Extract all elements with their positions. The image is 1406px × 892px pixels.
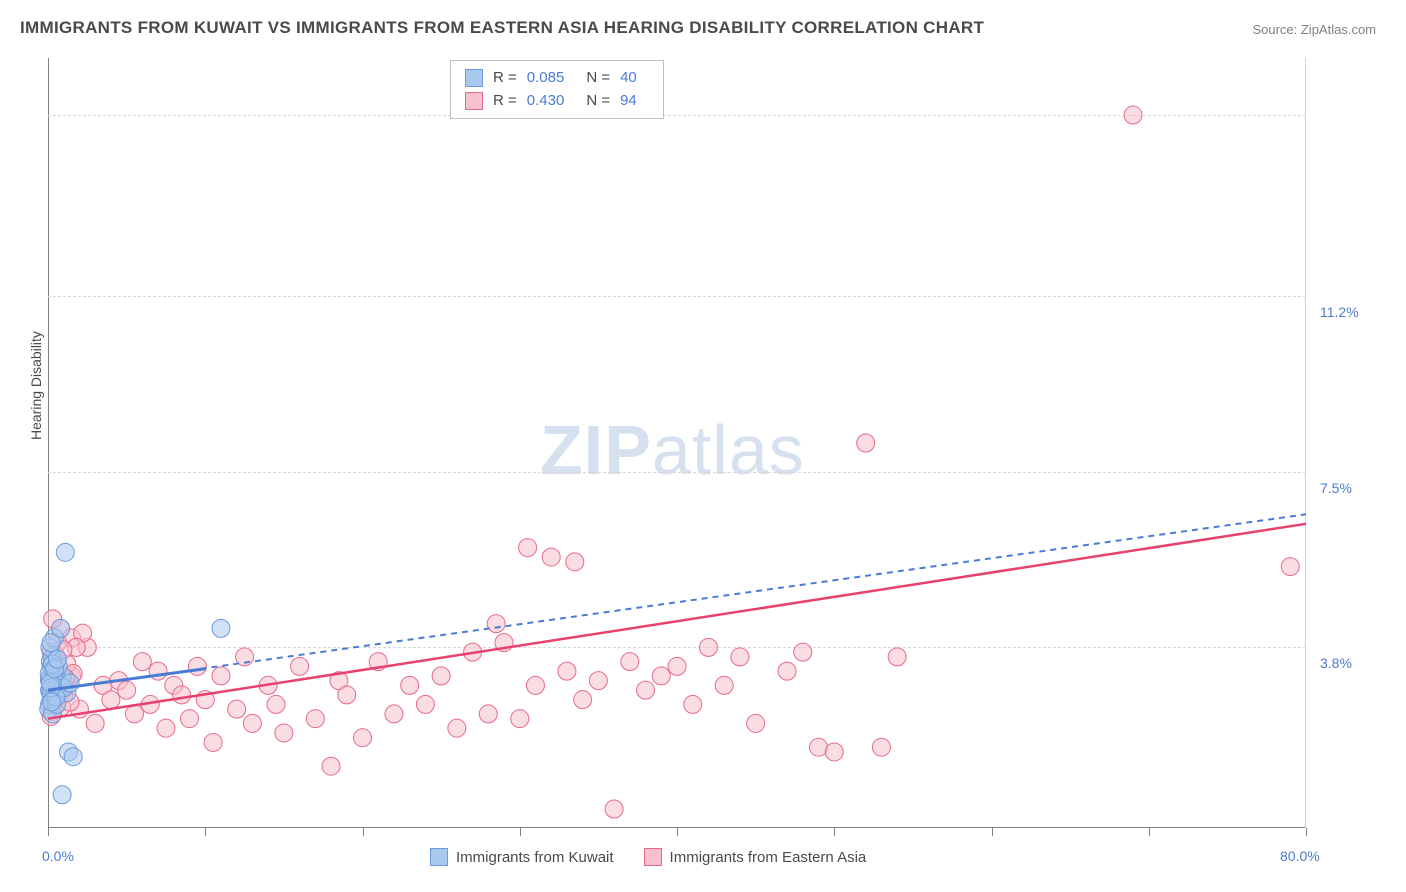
x-tick-label: 80.0% bbox=[1280, 848, 1320, 864]
data-point bbox=[48, 650, 66, 668]
data-point bbox=[432, 667, 450, 685]
data-point bbox=[684, 695, 702, 713]
eastern-asia-trendline bbox=[48, 524, 1306, 719]
data-point bbox=[872, 738, 890, 756]
kuwait-swatch-icon bbox=[430, 848, 448, 866]
data-point bbox=[747, 714, 765, 732]
data-point bbox=[621, 653, 639, 671]
data-point bbox=[204, 733, 222, 751]
eastern-asia-swatch-icon bbox=[465, 92, 483, 110]
y-axis-title: Hearing Disability bbox=[28, 331, 44, 440]
y-tick-label: 7.5% bbox=[1320, 480, 1352, 496]
data-point bbox=[589, 672, 607, 690]
bottom-legend: Immigrants from Kuwait Immigrants from E… bbox=[430, 848, 866, 866]
data-point bbox=[53, 786, 71, 804]
x-tick bbox=[205, 828, 206, 836]
data-point bbox=[888, 648, 906, 666]
data-point bbox=[479, 705, 497, 723]
stats-row-eastern-asia: R = 0.430 N = 94 bbox=[465, 90, 649, 113]
legend-item-eastern-asia: Immigrants from Eastern Asia bbox=[644, 848, 867, 866]
y-tick-label: 11.2% bbox=[1320, 304, 1359, 320]
x-tick bbox=[992, 828, 993, 836]
y-tick-label: 3.8% bbox=[1320, 655, 1352, 671]
data-point bbox=[401, 676, 419, 694]
data-point bbox=[228, 700, 246, 718]
eastern-asia-swatch-icon bbox=[644, 848, 662, 866]
data-point bbox=[416, 695, 434, 713]
data-point bbox=[133, 653, 151, 671]
data-point bbox=[731, 648, 749, 666]
correlation-chart: IMMIGRANTS FROM KUWAIT VS IMMIGRANTS FRO… bbox=[0, 0, 1406, 892]
data-point bbox=[566, 553, 584, 571]
data-point bbox=[102, 691, 120, 709]
chart-title: IMMIGRANTS FROM KUWAIT VS IMMIGRANTS FRO… bbox=[20, 18, 984, 38]
x-tick-label: 0.0% bbox=[42, 848, 74, 864]
data-point bbox=[243, 714, 261, 732]
data-point bbox=[1281, 558, 1299, 576]
data-point bbox=[511, 710, 529, 728]
data-point bbox=[574, 691, 592, 709]
stats-legend-box: R = 0.085 N = 40 R = 0.430 N = 94 bbox=[450, 60, 664, 119]
data-point bbox=[118, 681, 136, 699]
scatter-svg bbox=[48, 58, 1306, 828]
data-point bbox=[52, 619, 70, 637]
data-point bbox=[291, 657, 309, 675]
x-tick bbox=[1149, 828, 1150, 836]
data-point bbox=[637, 681, 655, 699]
data-point bbox=[354, 729, 372, 747]
x-tick bbox=[1306, 828, 1307, 836]
data-point bbox=[857, 434, 875, 452]
data-point bbox=[542, 548, 560, 566]
data-point bbox=[526, 676, 544, 694]
data-point bbox=[699, 638, 717, 656]
data-point bbox=[212, 667, 230, 685]
data-point bbox=[1124, 106, 1142, 124]
data-point bbox=[322, 757, 340, 775]
legend-label: Immigrants from Eastern Asia bbox=[670, 849, 867, 866]
data-point bbox=[715, 676, 733, 694]
data-point bbox=[188, 657, 206, 675]
data-point bbox=[448, 719, 466, 737]
data-point bbox=[86, 714, 104, 732]
x-tick bbox=[363, 828, 364, 836]
data-point bbox=[173, 686, 191, 704]
data-point bbox=[212, 619, 230, 637]
x-tick bbox=[520, 828, 521, 836]
data-point bbox=[267, 695, 285, 713]
stats-row-kuwait: R = 0.085 N = 40 bbox=[465, 67, 649, 90]
data-point bbox=[487, 615, 505, 633]
x-tick bbox=[48, 828, 49, 836]
data-point bbox=[778, 662, 796, 680]
x-tick bbox=[834, 828, 835, 836]
data-point bbox=[825, 743, 843, 761]
data-point bbox=[605, 800, 623, 818]
data-point bbox=[275, 724, 293, 742]
legend-item-kuwait: Immigrants from Kuwait bbox=[430, 848, 614, 866]
data-point bbox=[794, 643, 812, 661]
source-attribution: Source: ZipAtlas.com bbox=[1252, 22, 1376, 37]
data-point bbox=[306, 710, 324, 728]
data-point bbox=[385, 705, 403, 723]
legend-label: Immigrants from Kuwait bbox=[456, 849, 614, 866]
data-point bbox=[338, 686, 356, 704]
x-tick bbox=[677, 828, 678, 836]
data-point bbox=[42, 693, 60, 711]
data-point bbox=[810, 738, 828, 756]
data-point bbox=[56, 543, 74, 561]
data-point bbox=[157, 719, 175, 737]
data-point bbox=[558, 662, 576, 680]
data-point bbox=[64, 748, 82, 766]
data-point bbox=[519, 539, 537, 557]
data-point bbox=[181, 710, 199, 728]
data-point bbox=[652, 667, 670, 685]
kuwait-swatch-icon bbox=[465, 69, 483, 87]
data-point bbox=[125, 705, 143, 723]
data-point bbox=[668, 657, 686, 675]
